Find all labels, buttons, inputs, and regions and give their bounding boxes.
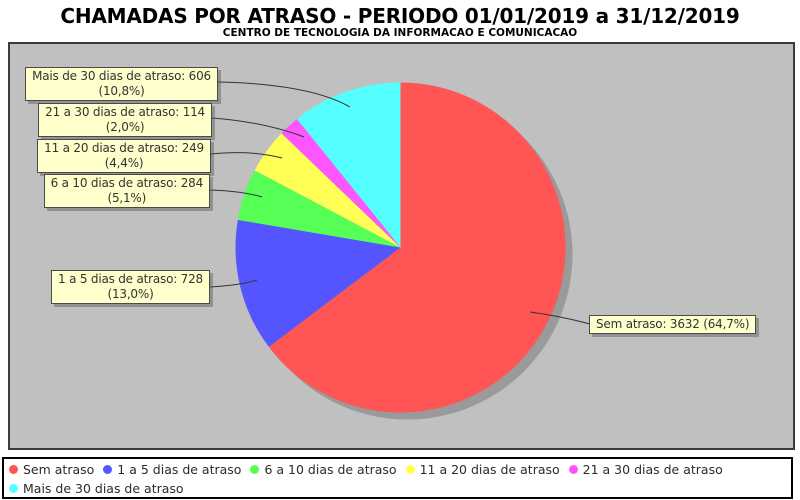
callout-line: (10,8%) <box>98 84 145 98</box>
legend-dot-icon <box>405 465 415 474</box>
callout-line: (4,4%) <box>104 156 144 170</box>
pie-chart <box>209 81 591 420</box>
legend: Sem atraso 1 a 5 dias de atraso 6 a 10 d… <box>2 457 793 499</box>
pie-slice-21-a-30-dias-de-atraso <box>281 119 401 248</box>
legend-label: 6 a 10 dias de atraso <box>264 462 397 477</box>
pie-slice-sem-atraso <box>268 82 566 413</box>
legend-label: 1 a 5 dias de atraso <box>117 462 242 477</box>
pie-slice-6-a-10-dias-de-atraso <box>237 170 401 248</box>
legend-dot-icon <box>9 484 18 493</box>
legend-item-sem-atraso: Sem atraso <box>9 460 94 479</box>
legend-dot-icon <box>250 465 260 474</box>
leader-line-0 <box>217 81 351 108</box>
plot-area: Mais de 30 dias de atraso: 606 (10,8%) 2… <box>8 42 795 450</box>
callout-6-a-10-dias: 6 a 10 dias de atraso: 284 (5,1%) <box>43 174 210 208</box>
callout-line: 6 a 10 dias de atraso: 284 <box>50 176 204 190</box>
callout-line: 21 a 30 dias de atraso: 114 <box>45 105 205 119</box>
legend-label: 21 a 30 dias de atraso <box>582 462 723 477</box>
callout-1-a-5-dias: 1 a 5 dias de atraso: 728 (13,0%) <box>51 270 210 304</box>
legend-item-mais-de-30-dias: Mais de 30 dias de atraso <box>9 479 184 498</box>
callout-line: Mais de 30 dias de atraso: 606 <box>32 69 211 83</box>
legend-item-6-a-10-dias: 6 a 10 dias de atraso <box>250 460 397 479</box>
legend-item-21-a-30-dias: 21 a 30 dias de atraso <box>568 460 723 479</box>
leader-line-1 <box>211 117 305 138</box>
legend-item-1-a-5-dias: 1 a 5 dias de atraso <box>103 460 241 479</box>
legend-label: Sem atraso <box>23 462 95 477</box>
legend-dot-icon <box>568 465 578 474</box>
legend-dot-icon <box>9 465 18 474</box>
callout-line: (13,0%) <box>107 287 154 301</box>
chart-title: CHAMADAS POR ATRASO - PERIODO 01/01/2019… <box>60 4 740 28</box>
leader-line-3 <box>209 189 263 198</box>
chart-subtitle: CENTRO DE TECNOLOGIA DA INFORMACAO E COM… <box>222 27 578 39</box>
callout-mais-de-30-dias: Mais de 30 dias de atraso: 606 (10,8%) <box>25 67 218 101</box>
legend-label: 11 a 20 dias de atraso <box>419 462 560 477</box>
callout-line: 1 a 5 dias de atraso: 728 <box>58 272 203 286</box>
legend-item-11-a-20-dias: 11 a 20 dias de atraso <box>405 460 560 479</box>
callout-line: Sem atraso: 3632 (64,7%) <box>596 317 750 331</box>
callout-sem-atraso: Sem atraso: 3632 (64,7%) <box>589 315 757 334</box>
legend-label: Mais de 30 dias de atraso <box>23 481 184 496</box>
callout-21-a-30-dias: 21 a 30 dias de atraso: 114 (2,0%) <box>38 103 212 137</box>
callout-line: 11 a 20 dias de atraso: 249 <box>44 141 204 155</box>
leader-line-2 <box>210 152 283 159</box>
pie-slice-11-a-20-dias-de-atraso <box>254 133 401 248</box>
pie-slice-1-a-5-dias-de-atraso <box>235 219 401 347</box>
leader-line-5 <box>529 311 591 325</box>
legend-dot-icon <box>103 465 113 474</box>
callout-line: (2,0%) <box>105 120 145 134</box>
callout-11-a-20-dias: 11 a 20 dias de atraso: 249 (4,4%) <box>37 139 211 173</box>
callout-line: (5,1%) <box>107 191 147 205</box>
leader-line-4 <box>209 279 258 288</box>
pie-slice-mais-de-30-dias-de-atraso <box>296 82 401 248</box>
